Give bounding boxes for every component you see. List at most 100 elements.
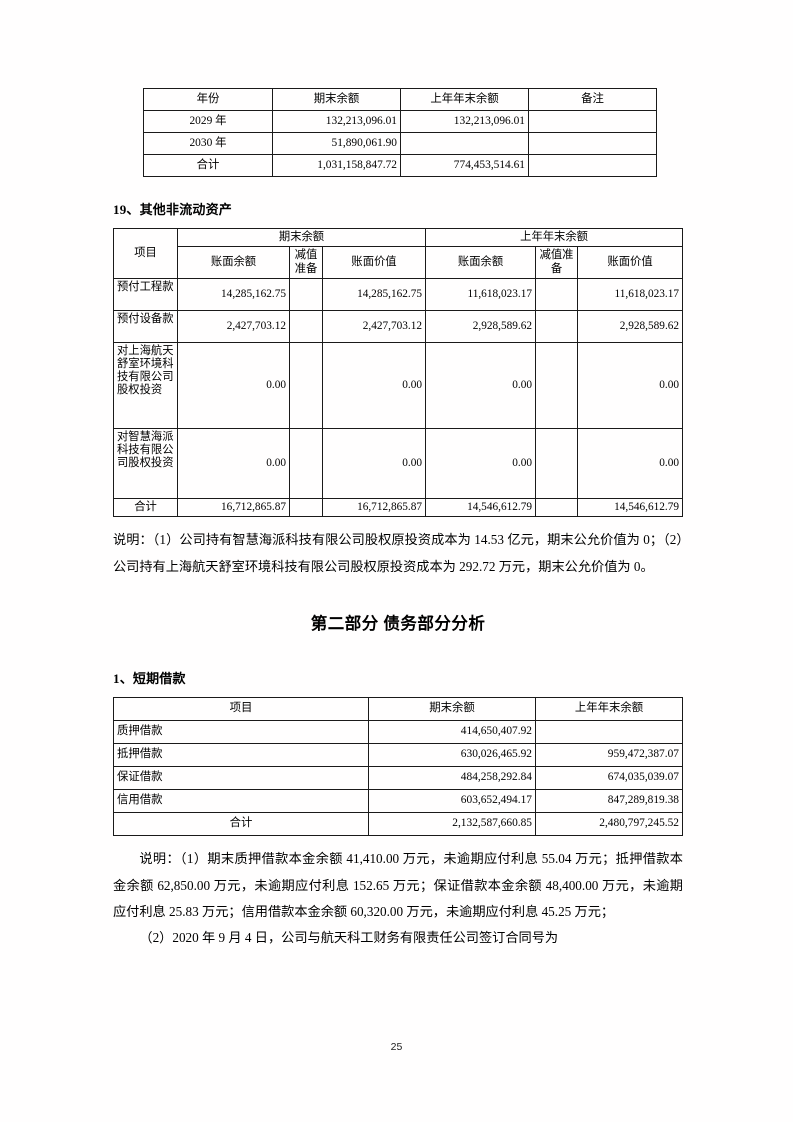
cell-prior-book-value: 0.00 [577,341,684,429]
table-row: 抵押借款 630,026,465.92 959,472,387.07 [113,743,683,768]
cell-prior-book-value: 2,928,589.62 [577,309,684,343]
cell-current: 132,213,096.01 [272,110,401,133]
cell-prior-book-balance: 11,618,023.17 [425,277,537,311]
header-current-book-balance: 账面余额 [177,246,290,279]
section-heading-19: 19、其他非流动资产 [113,202,233,217]
cell-current-book-value: 2,427,703.12 [321,309,427,343]
cell-prior-impairment [535,427,579,499]
cell-prior-impairment [535,277,579,311]
table-row: 信用借款 603,652,494.17 847,289,819.38 [113,789,683,814]
cell-current-impairment [289,309,323,343]
table-row: 2029 年 132,213,096.01 132,213,096.01 [143,110,657,133]
page-number: 25 [390,1041,403,1053]
cell-total-label: 合计 [113,812,369,837]
cell-current: 603,652,494.17 [368,789,536,814]
table-row: 质押借款 414,650,407.92 [113,720,683,745]
other-non-current-assets-table: 项目 期末余额 上年年末余额 账面余额 减值准备 账面价值 账面余额 减值准备 … [113,227,684,518]
header-prior-impairment: 减值准备 [535,246,579,279]
cell-item: 信用借款 [113,789,369,814]
cell-item: 质押借款 [113,720,369,745]
header-item: 项目 [113,697,369,722]
table-group-header-row: 项目 期末余额 上年年末余额 [113,227,684,279]
table-row: 保证借款 484,258,292.84 674,035,039.07 [113,766,683,791]
header-current-period-group: 期末余额 [176,227,427,248]
header-prior-year-group: 上年年末余额 [425,227,684,248]
cell-total-prior: 774,453,514.61 [400,154,529,177]
cell-remark [528,110,657,133]
header-prior-balance: 上年年末余额 [400,88,529,111]
section-19-note: 说明：（1）公司持有智慧海派科技有限公司股权原投资成本为 14.53 亿元，期末… [113,532,683,574]
cell-current-book-value: 14,285,162.75 [321,277,427,311]
cell-item: 抵押借款 [113,743,369,768]
cell-total-prior: 2,480,797,245.52 [535,812,683,837]
cell-total-label: 合计 [143,154,273,177]
cell-prior-impairment [535,309,579,343]
header-prior-balance: 上年年末余额 [535,697,683,722]
cell-total-label: 合计 [113,497,178,518]
cell-prior: 959,472,387.07 [535,743,683,768]
header-prior-book-balance: 账面余额 [425,246,537,279]
cell-item: 保证借款 [113,766,369,791]
header-item: 项目 [113,228,178,279]
cell-current-book-value: 0.00 [321,427,427,499]
cell-prior: 847,289,819.38 [535,789,683,814]
table-total-row: 合计 16,712,865.87 16,712,865.87 14,546,61… [113,497,684,518]
cell-current: 414,650,407.92 [368,720,536,745]
cell-prior-book-value: 0.00 [577,427,684,499]
table-row: 对上海航天舒室环境科技有限公司股权投资 0.00 0.00 0.00 0.00 [113,341,684,429]
cell-current-book-balance: 0.00 [177,341,290,429]
cell-total-current-book-value: 16,712,865.87 [321,497,427,518]
cell-current-book-value: 0.00 [321,341,427,429]
short-term-loans-note-1: 说明：（1）期末质押借款本金余额 41,410.00 万元，未逾期应付利息 55… [113,851,683,919]
cell-current: 51,890,061.90 [272,132,401,155]
part-two-title: 第二部分 债务部分分析 [310,614,486,634]
cell-current-book-balance: 0.00 [177,427,290,499]
cell-item-label: 对上海航天舒室环境科技有限公司股权投资 [113,341,178,429]
table-total-row: 合计 1,031,158,847.72 774,453,514.61 [143,154,657,177]
table-row: 对智慧海派科技有限公司股权投资 0.00 0.00 0.00 0.00 [113,427,684,499]
cell-prior-book-balance: 0.00 [425,341,537,429]
section-heading-short-term-loans: 1、短期借款 [113,671,186,687]
cell-prior-book-balance: 2,928,589.62 [425,309,537,343]
cell-prior [400,132,529,155]
cell-total-prior-book-balance: 14,546,612.79 [425,497,537,518]
header-year: 年份 [143,88,273,111]
cell-remark [528,132,657,155]
short-term-loans-note-2: （2）2020 年 9 月 4 日，公司与航天科工财务有限责任公司签订合同号为 [139,930,559,946]
cell-total-current: 1,031,158,847.72 [272,154,401,177]
cell-total-prior-book-value: 14,546,612.79 [577,497,684,518]
header-remark: 备注 [528,88,657,111]
cell-year: 2029 年 [143,110,273,133]
cell-total-current: 2,132,587,660.85 [368,812,536,837]
cell-item-label: 对智慧海派科技有限公司股权投资 [113,427,178,499]
cell-prior-impairment [535,341,579,429]
header-current-impairment: 减值准备 [289,246,323,279]
cell-current-impairment [289,277,323,311]
cell-prior: 132,213,096.01 [400,110,529,133]
cell-prior [535,720,683,745]
cell-current-book-balance: 14,285,162.75 [177,277,290,311]
table-total-row: 合计 2,132,587,660.85 2,480,797,245.52 [113,812,683,837]
page-content: 年份 期末余额 上年年末余额 备注 2029 年 132,213,096.01 … [113,88,684,952]
cell-prior-book-value: 11,618,023.17 [577,277,684,311]
table-subheader-row: 账面余额 减值准备 账面价值 账面余额 减值准备 账面价值 [114,246,684,279]
table-header-row: 项目 期末余额 上年年末余额 [113,697,683,722]
cell-year: 2030 年 [143,132,273,155]
cell-item-label: 预付工程款 [113,277,178,311]
header-prior-book-value: 账面价值 [577,246,684,279]
cell-current: 630,026,465.92 [368,743,536,768]
cell-prior-book-balance: 0.00 [425,427,537,499]
cell-current-impairment [289,427,323,499]
cell-current-impairment [289,341,323,429]
table-row: 2030 年 51,890,061.90 [143,132,657,155]
cell-total-current-impairment [289,497,323,518]
header-current-balance: 期末余额 [272,88,401,111]
header-current-book-value: 账面价值 [321,246,427,279]
table-row: 预付工程款 14,285,162.75 14,285,162.75 11,618… [113,277,684,311]
maturity-schedule-table: 年份 期末余额 上年年末余额 备注 2029 年 132,213,096.01 … [143,88,657,177]
table-row: 预付设备款 2,427,703.12 2,427,703.12 2,928,58… [113,309,684,343]
short-term-loans-table: 项目 期末余额 上年年末余额 质押借款 414,650,407.92 抵押借款 … [113,697,683,837]
header-current-balance: 期末余额 [368,697,536,722]
cell-total-remark [528,154,657,177]
